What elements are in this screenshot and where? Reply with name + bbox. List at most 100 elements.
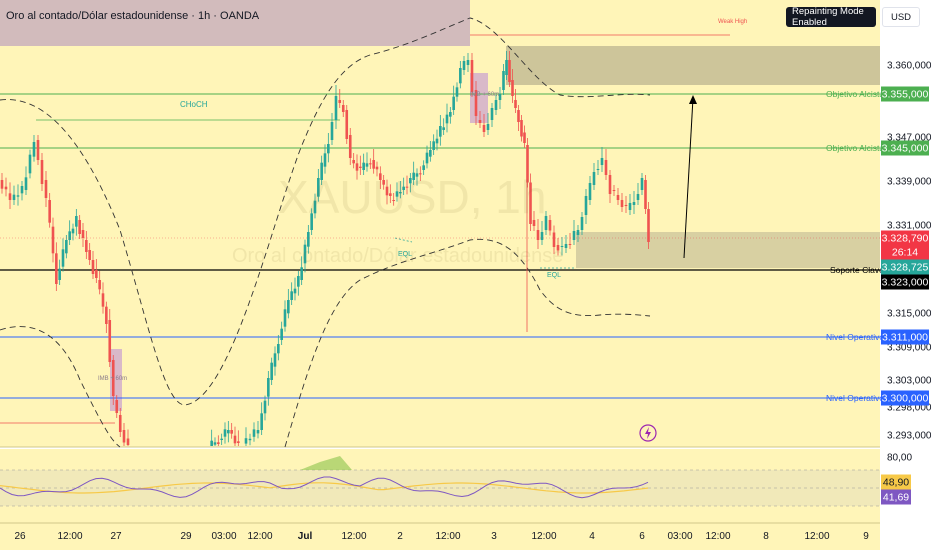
candle-body [552, 232, 556, 247]
projection-arrow-line [683, 97, 694, 259]
price-tick: 3.293,000 [887, 430, 932, 442]
target-price-box-1[interactable]: 3.355,000 [881, 86, 929, 102]
candle-body [452, 96, 455, 110]
candle-body [28, 154, 32, 174]
time-tick: 03:00 [211, 531, 237, 542]
price-tick: 3.331,000 [887, 220, 932, 232]
time-tick: 12:00 [705, 531, 731, 542]
candle-body [604, 160, 608, 175]
candle-body [419, 173, 422, 175]
candle-body [608, 175, 612, 194]
chart-title: Oro al contado/Dólar estadounidense · 1h… [6, 10, 260, 22]
candle-body [122, 430, 126, 443]
time-tick: 2 [397, 531, 403, 542]
target-label-1: Objetivo Alcista [826, 89, 885, 99]
choch-label: CHoCH [180, 100, 208, 109]
envelope-lower-right [284, 238, 651, 448]
candle-body [523, 132, 526, 143]
candle-body [220, 438, 223, 440]
candle-body [359, 166, 362, 168]
candle-body [379, 173, 382, 180]
candle-body [105, 306, 108, 324]
candle-body [108, 320, 112, 362]
lightning-icon[interactable] [639, 424, 657, 442]
candle-body [532, 220, 536, 226]
operative-label-2: Nivel Operativo [826, 393, 885, 403]
candle-body [277, 344, 280, 354]
repainting-mode-badge[interactable]: Repainting Mode Enabled [786, 6, 876, 28]
price-tick: 3.303,000 [887, 375, 932, 387]
candle-body [300, 267, 303, 280]
candle-body [91, 260, 95, 274]
candle-body [111, 360, 115, 396]
candle-body [556, 245, 560, 251]
candle-body [375, 166, 379, 170]
supply-zone-top [0, 0, 470, 46]
candle-body [283, 309, 287, 327]
time-tick: 12:00 [435, 531, 461, 542]
current-price-box[interactable]: 3.328,790 [881, 230, 929, 246]
operative-price-box-2[interactable]: 3.300,000 [881, 390, 929, 406]
candle-body [498, 94, 502, 100]
candle-body [217, 442, 220, 444]
support-price-box[interactable]: 3.323,000 [881, 274, 929, 290]
candle-body [297, 276, 300, 287]
candle-body [422, 165, 425, 170]
candle-body [310, 213, 313, 230]
imbalance-label-2: IMB + 60m [98, 376, 128, 382]
candle-body [624, 205, 628, 206]
candle-body [317, 178, 320, 197]
candle-body [88, 250, 91, 260]
imbalance-label-1: IMB + 60m [470, 92, 500, 98]
candle-body [425, 152, 429, 164]
candle-body [36, 140, 40, 160]
time-tick: 12:00 [247, 531, 273, 542]
candle-body [126, 438, 130, 445]
candle-body [252, 429, 256, 437]
candle-body [248, 438, 252, 441]
candle-body [40, 160, 44, 184]
candle-body [462, 61, 466, 70]
candle-body [382, 180, 385, 185]
candle-body [32, 142, 36, 157]
candle-body [544, 216, 548, 230]
candle-body [71, 228, 75, 234]
candle-body [415, 173, 419, 177]
candle-body [256, 430, 260, 434]
time-tick: 3 [491, 531, 497, 542]
candle-body [439, 126, 442, 137]
candle-body [287, 300, 290, 314]
candle-body [95, 270, 98, 278]
candle-body [540, 232, 544, 240]
candle-body [85, 240, 88, 252]
candle-body [345, 110, 349, 139]
watermark-symbol: XAUUSD, 1h [278, 171, 547, 223]
operative-price-box-1[interactable]: 3.311,000 [881, 329, 929, 345]
candle-body [0, 180, 4, 189]
candle-body [307, 232, 310, 247]
candle-body [227, 430, 230, 434]
weak-high-label: Weak High [718, 19, 748, 25]
candle-body [596, 169, 600, 170]
last-close-box[interactable]: 3.328,725 [881, 259, 929, 275]
candle-body [273, 353, 277, 367]
eql-label-2: EQL [547, 272, 562, 279]
osc-main-line [0, 476, 649, 499]
candle-body [369, 163, 372, 165]
candle-body [48, 200, 51, 223]
candle-body [548, 220, 552, 231]
osc-value-b: 41,69 [881, 489, 911, 505]
candle-body [16, 195, 20, 197]
support-label: Soporte Clave [830, 265, 884, 275]
candle-body [210, 440, 213, 446]
candle-body [20, 186, 24, 194]
time-tick: 12:00 [341, 531, 367, 542]
time-tick: 03:00 [667, 531, 693, 542]
currency-button[interactable]: USD [882, 7, 920, 27]
target-price-box-2[interactable]: 3.345,000 [881, 140, 929, 156]
candle-body [237, 441, 240, 443]
candle-body [455, 87, 459, 97]
candle-body [372, 160, 375, 169]
